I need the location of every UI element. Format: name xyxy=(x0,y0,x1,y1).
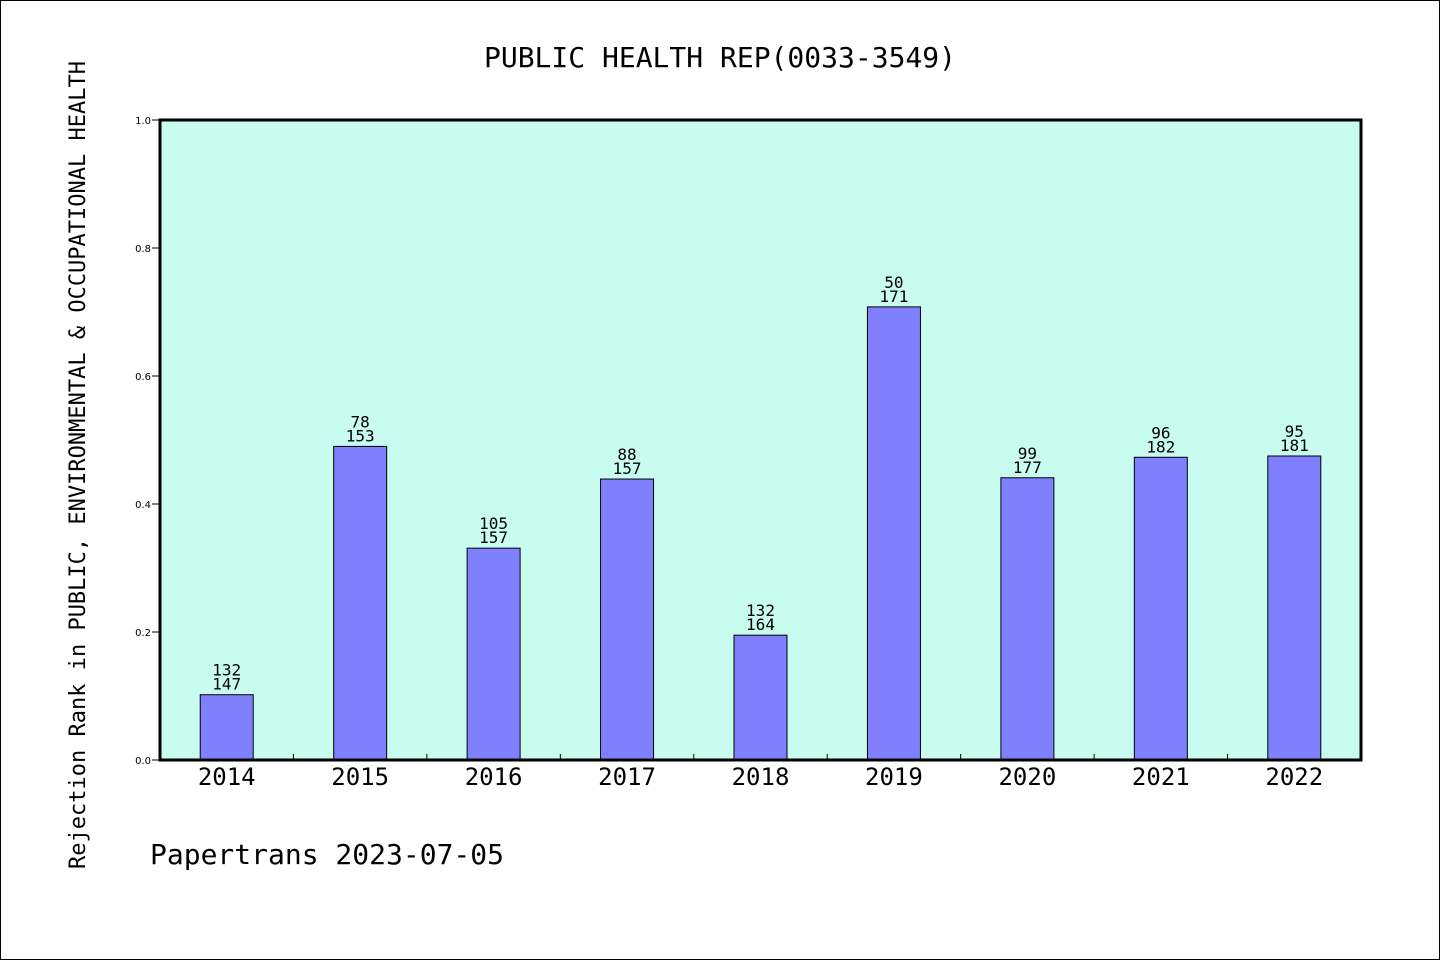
bar-rank-label: 78 xyxy=(351,412,370,431)
bar-total-label: 181 xyxy=(1280,436,1309,455)
x-tick-label: 2016 xyxy=(465,763,523,791)
bar-rank-label: 132 xyxy=(746,601,775,620)
bar xyxy=(333,445,388,761)
bar xyxy=(1133,456,1188,761)
footer-credit: Papertrans 2023-07-05 xyxy=(150,838,504,871)
bar-total-label: 164 xyxy=(746,615,775,634)
x-tick-label: 2019 xyxy=(865,763,923,791)
y-tick-label: 0.0 xyxy=(135,756,151,767)
y-axis-label: Rejection Rank in PUBLIC, ENVIRONMENTAL … xyxy=(66,61,91,869)
bar-rank-label: 96 xyxy=(1151,423,1170,442)
bar-rank-label: 99 xyxy=(1018,444,1037,463)
x-tick-label: 2022 xyxy=(1265,763,1323,791)
bar-rank-label: 50 xyxy=(884,273,903,292)
bar xyxy=(866,306,921,761)
bar-rank-label: 132 xyxy=(212,661,241,680)
bar-rank-label: 88 xyxy=(617,445,636,464)
bar-total-label: 157 xyxy=(479,528,508,547)
bar xyxy=(600,478,655,761)
chart-title: PUBLIC HEALTH REP(0033-3549) xyxy=(484,41,956,74)
y-tick-label: 0.6 xyxy=(135,372,151,383)
x-tick-label: 2021 xyxy=(1132,763,1190,791)
bar-total-label: 182 xyxy=(1146,437,1175,456)
bar xyxy=(733,634,788,761)
y-tick-label: 0.8 xyxy=(135,244,151,255)
bar-total-label: 147 xyxy=(212,675,241,694)
bar-total-label: 153 xyxy=(346,426,375,445)
bar xyxy=(466,547,521,761)
bar-total-label: 157 xyxy=(613,459,642,478)
x-tick-label: 2018 xyxy=(732,763,790,791)
x-tick-label: 2015 xyxy=(331,763,389,791)
bar-total-label: 177 xyxy=(1013,458,1042,477)
x-tick-label: 2020 xyxy=(998,763,1056,791)
bar xyxy=(1000,477,1055,761)
y-tick-label: 1.0 xyxy=(135,116,151,127)
bar-rank-label: 105 xyxy=(479,514,508,533)
bar xyxy=(199,694,254,761)
x-tick-label: 2014 xyxy=(198,763,256,791)
bar-total-label: 171 xyxy=(879,287,908,306)
plot-border xyxy=(158,118,1363,762)
x-tick-label: 2017 xyxy=(598,763,656,791)
y-tick-label: 0.4 xyxy=(135,500,151,511)
bar-rank-label: 95 xyxy=(1285,422,1304,441)
bar xyxy=(1267,455,1322,761)
y-tick-label: 0.2 xyxy=(135,628,151,639)
